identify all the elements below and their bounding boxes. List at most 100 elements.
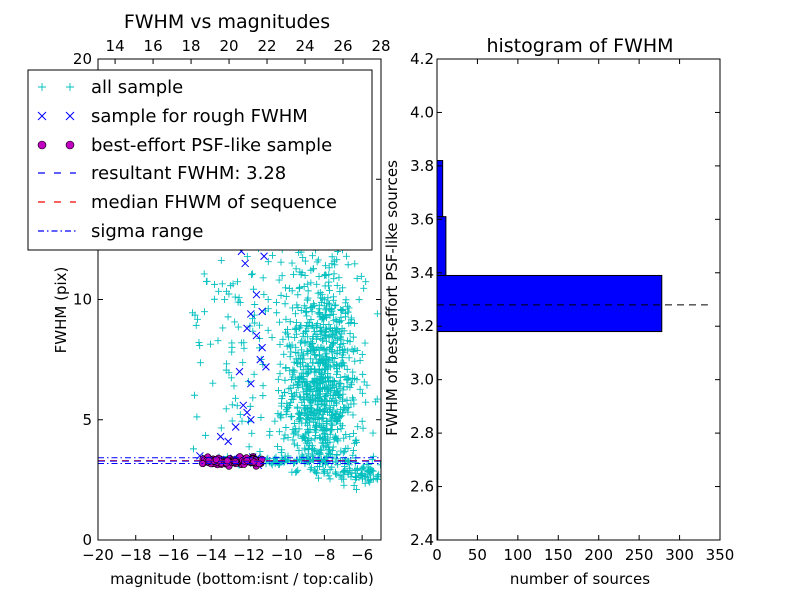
- point-all-sample: [277, 402, 285, 410]
- x-tick-label: 350: [706, 546, 735, 564]
- point-all-sample: [259, 274, 267, 282]
- point-all-sample: [310, 324, 318, 332]
- point-all-sample: [295, 425, 303, 433]
- point-all-sample: [308, 304, 316, 312]
- point-all-sample: [335, 363, 343, 371]
- point-all-sample: [326, 363, 334, 371]
- legend: all sample sample for rough FWHM best-effo…: [27, 69, 373, 251]
- point-all-sample: [373, 395, 381, 403]
- point-all-sample: [309, 359, 317, 367]
- point-psf-sample: [223, 457, 231, 465]
- point-rough-sample: [246, 310, 255, 318]
- point-all-sample: [358, 417, 366, 425]
- point-all-sample: [369, 429, 377, 437]
- point-all-sample: [340, 467, 348, 475]
- point-all-sample: [296, 393, 304, 401]
- point-all-sample: [203, 277, 211, 285]
- point-all-sample: [315, 419, 323, 427]
- point-all-sample: [353, 439, 361, 447]
- point-all-sample: [359, 389, 367, 397]
- point-all-sample: [234, 323, 242, 331]
- point-all-sample: [314, 256, 322, 264]
- point-all-sample: [249, 270, 257, 278]
- point-all-sample: [303, 380, 311, 388]
- point-all-sample: [314, 401, 322, 409]
- point-all-sample: [249, 394, 257, 402]
- point-all-sample: [310, 347, 318, 355]
- point-all-sample: [355, 296, 363, 304]
- point-all-sample: [288, 396, 296, 404]
- point-rough-sample: [252, 331, 261, 340]
- point-all-sample: [311, 435, 319, 443]
- point-all-sample: [214, 337, 222, 345]
- point-all-sample: [358, 470, 366, 478]
- point-all-sample: [235, 294, 243, 302]
- point-all-sample: [343, 396, 351, 404]
- point-all-sample: [303, 296, 311, 304]
- point-all-sample: [316, 352, 324, 360]
- point-all-sample: [365, 460, 373, 468]
- point-all-sample: [296, 415, 304, 423]
- point-rough-sample: [216, 432, 225, 441]
- point-all-sample: [231, 293, 239, 301]
- y-tick-label: 4.0: [410, 103, 434, 121]
- point-all-sample: [264, 295, 272, 303]
- point-all-sample: [366, 478, 374, 486]
- point-all-sample: [316, 380, 324, 388]
- point-all-sample: [265, 458, 273, 466]
- point-all-sample: [322, 365, 330, 373]
- point-all-sample: [227, 374, 235, 382]
- point-all-sample: [291, 334, 299, 342]
- point-all-sample: [339, 349, 347, 357]
- point-all-sample: [327, 411, 335, 419]
- point-all-sample: [316, 423, 324, 431]
- point-all-sample: [291, 427, 299, 435]
- point-all-sample: [311, 351, 319, 359]
- point-all-sample: [318, 400, 326, 408]
- point-all-sample: [322, 328, 330, 336]
- point-all-sample: [302, 362, 310, 370]
- point-all-sample: [312, 355, 320, 363]
- point-all-sample: [362, 473, 370, 481]
- point-all-sample: [301, 446, 309, 454]
- point-all-sample: [317, 458, 325, 466]
- point-all-sample: [308, 395, 316, 403]
- point-all-sample: [309, 332, 317, 340]
- point-all-sample: [309, 252, 317, 260]
- point-all-sample: [353, 275, 361, 283]
- point-all-sample: [218, 280, 226, 288]
- top-tick-label: 20: [220, 37, 239, 55]
- legend-label: all sample: [91, 77, 183, 98]
- point-all-sample: [191, 391, 199, 399]
- point-all-sample: [340, 383, 348, 391]
- point-all-sample: [336, 374, 344, 382]
- point-all-sample: [302, 327, 310, 335]
- point-all-sample: [222, 366, 230, 374]
- point-all-sample: [359, 370, 367, 378]
- point-all-sample: [223, 360, 231, 368]
- point-all-sample: [307, 346, 315, 354]
- y-tick-label: 3.0: [410, 371, 434, 389]
- point-all-sample: [349, 447, 357, 455]
- point-all-sample: [294, 291, 302, 299]
- scatter-panel: −20−18−16−14−12−10−8−6051015201416182022…: [27, 11, 391, 588]
- point-all-sample: [311, 467, 319, 475]
- point-all-sample: [328, 253, 336, 261]
- point-all-sample: [331, 470, 339, 478]
- point-all-sample: [375, 471, 381, 479]
- point-all-sample: [321, 359, 329, 367]
- point-all-sample: [196, 342, 204, 350]
- point-all-sample: [360, 284, 368, 292]
- point-all-sample: [280, 435, 288, 443]
- point-all-sample: [303, 415, 311, 423]
- point-all-sample: [66, 83, 74, 91]
- histogram-axes-ticks: 0 50 100 150 200 250 300 350 2.4 2.6 2.8 3.0 3.2 3.4 3…: [410, 50, 734, 564]
- point-all-sample: [275, 428, 283, 436]
- point-all-sample: [345, 354, 353, 362]
- point-all-sample: [322, 402, 330, 410]
- point-all-sample: [297, 373, 305, 381]
- point-all-sample: [325, 264, 333, 272]
- point-all-sample: [264, 326, 272, 334]
- point-all-sample: [281, 452, 289, 460]
- y-tick-label: 4.2: [410, 50, 434, 68]
